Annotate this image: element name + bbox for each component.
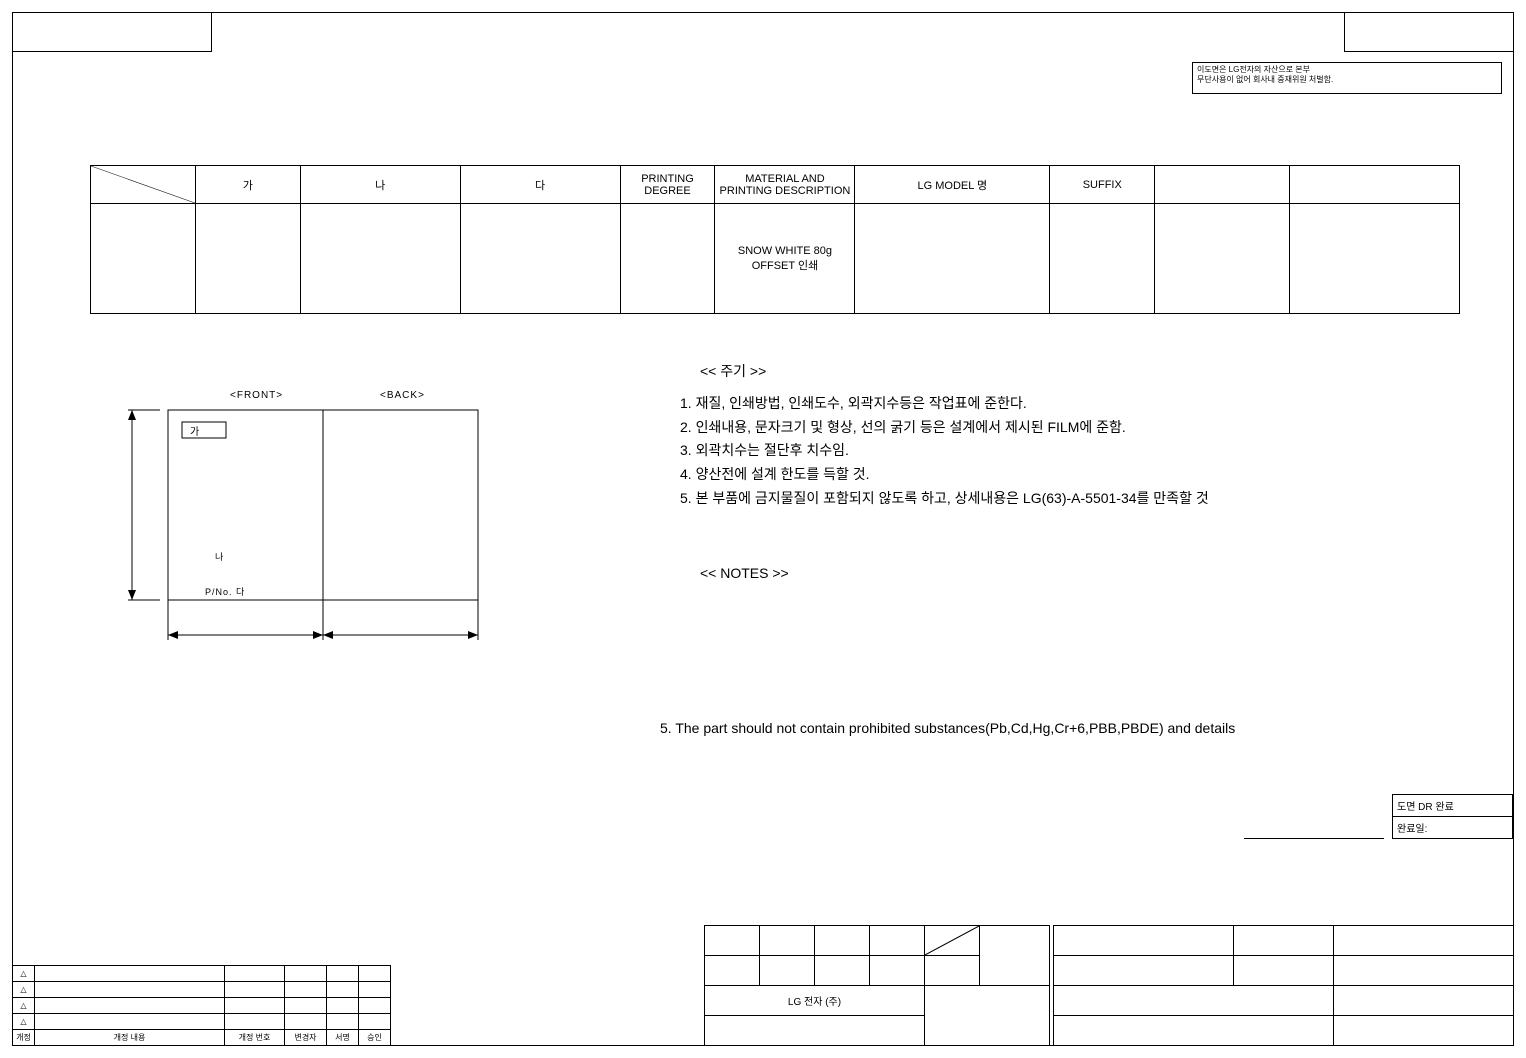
approval-grid: LG 전자 (주) <box>704 925 1050 1046</box>
rev-footer: 개정 개정 내용 개정 번호 변경자 서명 승인 <box>13 1030 391 1046</box>
spec-b-c2 <box>300 204 460 314</box>
notice-line2: 무단사용이 없어 회사내 중재위원 처벌함. <box>1197 75 1497 85</box>
rev-row: △ <box>13 1014 391 1030</box>
spec-h-c4: PRINTING DEGREE <box>620 166 715 204</box>
spec-b-c1 <box>195 204 300 314</box>
note-en-5: 5. The part should not contain prohibite… <box>660 720 1235 736</box>
dr-done-label: 완료일: <box>1393 817 1513 839</box>
spec-b-c7 <box>1050 204 1155 314</box>
rev-f-5: 승인 <box>359 1030 391 1046</box>
top-right-box <box>1344 12 1514 52</box>
dr-box: 도면 DR 완료 완료일: <box>1244 794 1514 839</box>
spec-b-c5: SNOW WHITE 80g OFFSET 인쇄 <box>715 204 855 314</box>
rev-tri: △ <box>13 966 35 982</box>
spec-table: 가 나 다 PRINTING DEGREE MATERIAL AND PRINT… <box>90 165 1460 314</box>
rev-row: △ <box>13 982 391 998</box>
notes-en-heading: << NOTES >> <box>700 565 789 581</box>
dim-na-label: 나 <box>215 550 224 563</box>
rev-tri: △ <box>13 998 35 1014</box>
spec-h-c2: 나 <box>300 166 460 204</box>
spec-h-c3: 다 <box>460 166 620 204</box>
spec-h-c8 <box>1155 166 1290 204</box>
spec-grid <box>1053 925 1514 1046</box>
spec-h-c6: LG MODEL 명 <box>855 166 1050 204</box>
revision-table: △ △ △ △ 개정 개정 내용 개정 번호 변경자 서명 승인 <box>12 965 391 1046</box>
notice-line1: 이도면은 LG전자의 자산으로 본부 <box>1197 65 1497 75</box>
title-block: 도면 DR 완료 완료일: LG 전자 (주) <box>704 906 1514 1046</box>
proprietary-notice: 이도면은 LG전자의 자산으로 본부 무단사용이 없어 회사내 중재위원 처벌함… <box>1192 62 1502 94</box>
note-kr-2: 2. 인쇄내용, 문자크기 및 형상, 선의 굵기 등은 설계에서 제시된 FI… <box>680 416 1480 440</box>
inner-rect-label: 가 <box>190 423 200 438</box>
spec-b-c3 <box>460 204 620 314</box>
top-left-box <box>12 12 212 52</box>
note-kr-5: 5. 본 부품에 금지물질이 포함되지 않도록 하고, 상세내용은 LG(63)… <box>680 487 1480 511</box>
dr-table: 도면 DR 완료 완료일: <box>1392 794 1513 839</box>
notes-kr-heading: << 주기 >> <box>700 360 1480 384</box>
spec-b-c8 <box>1155 204 1290 314</box>
note-kr-3: 3. 외곽치수는 절단후 치수임. <box>680 439 1480 463</box>
rev-f-4: 서명 <box>327 1030 359 1046</box>
rev-f-0: 개정 <box>13 1030 35 1046</box>
spec-h-c1: 가 <box>195 166 300 204</box>
rev-f-2: 개정 번호 <box>225 1030 285 1046</box>
note-kr-4: 4. 양산전에 설계 한도를 득할 것. <box>680 463 1480 487</box>
spec-h-c9 <box>1290 166 1460 204</box>
rev-row: △ <box>13 966 391 982</box>
spec-body-row: SNOW WHITE 80g OFFSET 인쇄 <box>91 204 1460 314</box>
note-kr-1: 1. 재질, 인쇄방법, 인쇄도수, 외곽지수등은 작업표에 준한다. <box>680 392 1480 416</box>
rev-tri: △ <box>13 982 35 998</box>
dr-sign-line <box>1244 815 1384 839</box>
spec-header-row: 가 나 다 PRINTING DEGREE MATERIAL AND PRINT… <box>91 166 1460 204</box>
spec-b-c4 <box>620 204 715 314</box>
notes-kr: << 주기 >> 1. 재질, 인쇄방법, 인쇄도수, 외곽지수등은 작업표에 … <box>680 360 1480 511</box>
spec-b-c6 <box>855 204 1050 314</box>
rev-tri: △ <box>13 1014 35 1030</box>
fold-diagram: <FRONT> <BACK> 가 나 P/No. 다 <box>120 390 520 650</box>
company-cell: LG 전자 (주) <box>705 986 925 1016</box>
spec-h-c7: SUFFIX <box>1050 166 1155 204</box>
spec-b-c9 <box>1290 204 1460 314</box>
spec-b-c0 <box>91 204 196 314</box>
dr-label: 도면 DR 완료 <box>1393 795 1513 817</box>
diagram-svg <box>120 390 520 650</box>
rev-row: △ <box>13 998 391 1014</box>
spec-h-c0 <box>91 166 196 204</box>
spec-h-c5: MATERIAL AND PRINTING DESCRIPTION <box>715 166 855 204</box>
pno-label: P/No. 다 <box>205 585 245 598</box>
rev-f-3: 변경자 <box>285 1030 327 1046</box>
rev-f-1: 개정 내용 <box>35 1030 225 1046</box>
